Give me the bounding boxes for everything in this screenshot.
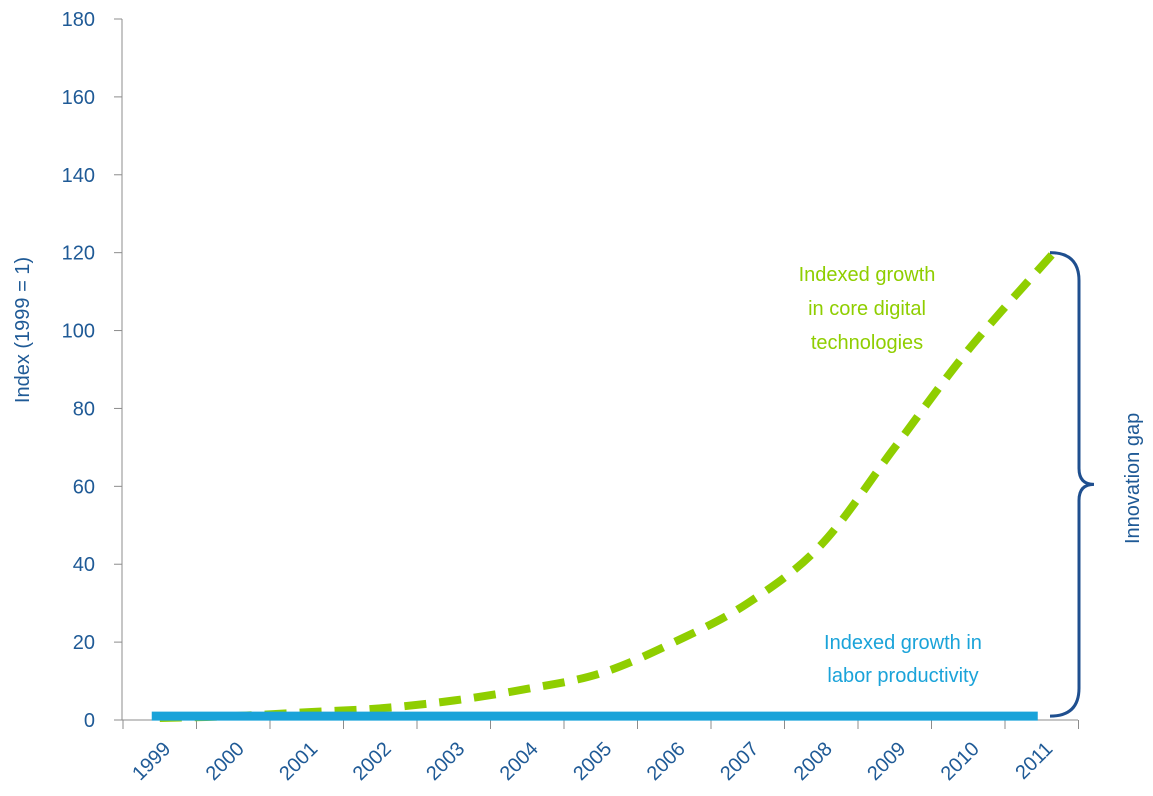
data-point-labor-2005: [599, 714, 603, 718]
y-tick-label: 20: [73, 632, 95, 654]
data-point-labor-2011: [1040, 714, 1044, 718]
x-tick-label: 2000: [202, 738, 249, 785]
y-tick-label: 160: [62, 87, 95, 109]
y-axis-title: Index (1999 = 1): [12, 257, 34, 403]
y-tick-label: 180: [62, 9, 95, 31]
x-tick-label: 2008: [790, 738, 837, 785]
x-tick-label: 2001: [275, 738, 322, 785]
data-point-labor-2007: [746, 714, 750, 718]
data-point-labor-2002: [378, 714, 382, 718]
x-tick-label: 2007: [716, 738, 763, 785]
y-tick-label: 120: [62, 243, 95, 265]
y-tick-label: 60: [73, 476, 95, 498]
y-tick-label: 40: [73, 554, 95, 576]
data-point-digital-2004: [525, 687, 529, 691]
y-tick-label: 140: [62, 165, 95, 187]
innovation-gap-label: Innovation gap: [1122, 413, 1144, 544]
series-label-line: Indexed growth in: [824, 632, 982, 654]
series-label-labor: Indexed growth in labor productivity: [824, 632, 982, 687]
annotation-layer: Indexed growth in core digital technologie…: [799, 251, 1144, 718]
data-point-labor-2004: [525, 714, 529, 718]
data-point-labor-2003: [452, 714, 456, 718]
y-tick-label: 0: [84, 710, 95, 732]
data-point-labor-1999: [158, 714, 162, 718]
x-tick-label: 2004: [496, 738, 543, 785]
data-point-labor-2008: [819, 714, 823, 718]
x-tick-label: 2010: [937, 738, 984, 785]
data-point-digital-2010: [966, 348, 970, 352]
x-tick-label: 1999: [128, 738, 175, 785]
data-point-labor-2001: [305, 714, 309, 718]
data-point-digital-2009: [893, 445, 897, 449]
data-point-labor-2009: [893, 714, 897, 718]
innovation-gap-brace: [1049, 251, 1095, 718]
series-label-line: Indexed growth: [799, 264, 936, 286]
x-tick-label: 2006: [643, 738, 690, 785]
data-point-digital-2002: [378, 706, 382, 710]
series-label-line: labor productivity: [827, 665, 978, 687]
data-point-digital-2008: [819, 543, 823, 547]
y-axis: 0 20 40 60 80 100 120 140 160 180 Index (1999 = 1): [12, 9, 123, 732]
data-point-digital-2005: [599, 671, 603, 675]
data-point-labor-2006: [672, 714, 676, 718]
series-label-digital: Indexed growth in core digital technologie…: [799, 264, 936, 354]
y-tick-label: 100: [62, 321, 95, 343]
data-point-labor-2000: [231, 714, 235, 718]
series-layer: [151, 250, 1057, 723]
x-axis: 1999 2000 2001 2002 2003 2004 2005 2006 2007 2008…: [122, 719, 1079, 785]
x-tick-label: 2005: [569, 738, 616, 785]
data-point-digital-2006: [672, 640, 676, 644]
y-tick-label: 80: [73, 398, 95, 420]
data-point-labor-2010: [966, 714, 970, 718]
x-tick-label: 2002: [349, 738, 396, 785]
x-tick-label: 2009: [863, 738, 910, 785]
data-point-digital-2003: [452, 699, 456, 703]
x-tick-label: 2003: [422, 738, 469, 785]
data-point-digital-2007: [746, 601, 750, 605]
x-tick-label: 2011: [1011, 738, 1057, 784]
series-label-line: in core digital: [808, 298, 926, 320]
series-label-line: technologies: [811, 332, 923, 354]
